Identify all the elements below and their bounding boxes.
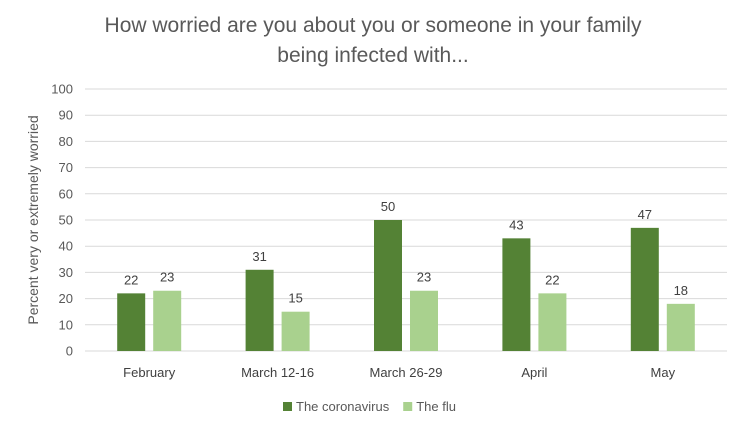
y-tick-label: 90 [59, 108, 73, 123]
y-tick-label: 70 [59, 160, 73, 175]
data-labels: 22 23 31 15 50 23 43 22 47 18 [124, 199, 688, 306]
x-axis-ticks: February March 12-16 March 26-29 April May [123, 365, 675, 380]
y-tick-label: 40 [59, 239, 73, 254]
data-label: 47 [638, 207, 652, 222]
data-label: 22 [124, 272, 138, 287]
bar-flu [281, 311, 310, 351]
x-tick-label: March 12-16 [241, 365, 314, 380]
y-tick-label: 30 [59, 265, 73, 280]
data-label: 18 [674, 283, 688, 298]
legend-swatch [283, 402, 292, 411]
data-label: 43 [509, 217, 523, 232]
bar-flu [153, 290, 182, 351]
bar-coronavirus [245, 269, 274, 351]
chart-title: How worried are you about you or someone… [105, 14, 642, 67]
gridlines [85, 88, 727, 352]
y-axis-ticks: 0 10 20 30 40 50 60 70 80 90 100 [51, 82, 73, 359]
x-tick-label: February [123, 365, 176, 380]
legend: The coronavirus The flu [283, 399, 456, 414]
y-tick-label: 10 [59, 317, 73, 332]
bar-coronavirus [502, 238, 531, 351]
bar-coronavirus [630, 227, 659, 351]
legend-entry: The coronavirus [296, 399, 390, 414]
chart-title-line-1: How worried are you about you or someone… [105, 14, 642, 37]
bar-coronavirus [374, 220, 402, 351]
x-tick-label: April [521, 365, 547, 380]
y-tick-label: 60 [59, 186, 73, 201]
data-label: 23 [417, 270, 431, 285]
bars [117, 220, 695, 351]
data-label: 22 [545, 272, 559, 287]
data-label: 31 [252, 249, 266, 264]
data-label: 15 [288, 291, 302, 306]
legend-swatch [403, 402, 413, 411]
x-tick-label: May [651, 365, 676, 380]
y-tick-label: 100 [51, 82, 73, 97]
bar-flu [538, 293, 567, 351]
data-label: 50 [381, 199, 395, 214]
y-axis-label: Percent very or extremely worried [25, 115, 41, 324]
bar-flu [666, 303, 695, 351]
y-tick-label: 50 [59, 213, 73, 228]
bar-flu [410, 290, 438, 351]
chart-title-line-2: being infected with... [277, 44, 468, 67]
data-label: 23 [160, 270, 174, 285]
bar-coronavirus [117, 293, 146, 351]
y-tick-label: 0 [66, 344, 73, 359]
y-tick-label: 20 [59, 291, 73, 306]
x-tick-label: March 26-29 [370, 365, 443, 380]
legend-entry: The flu [416, 399, 456, 414]
y-tick-label: 80 [59, 134, 73, 149]
